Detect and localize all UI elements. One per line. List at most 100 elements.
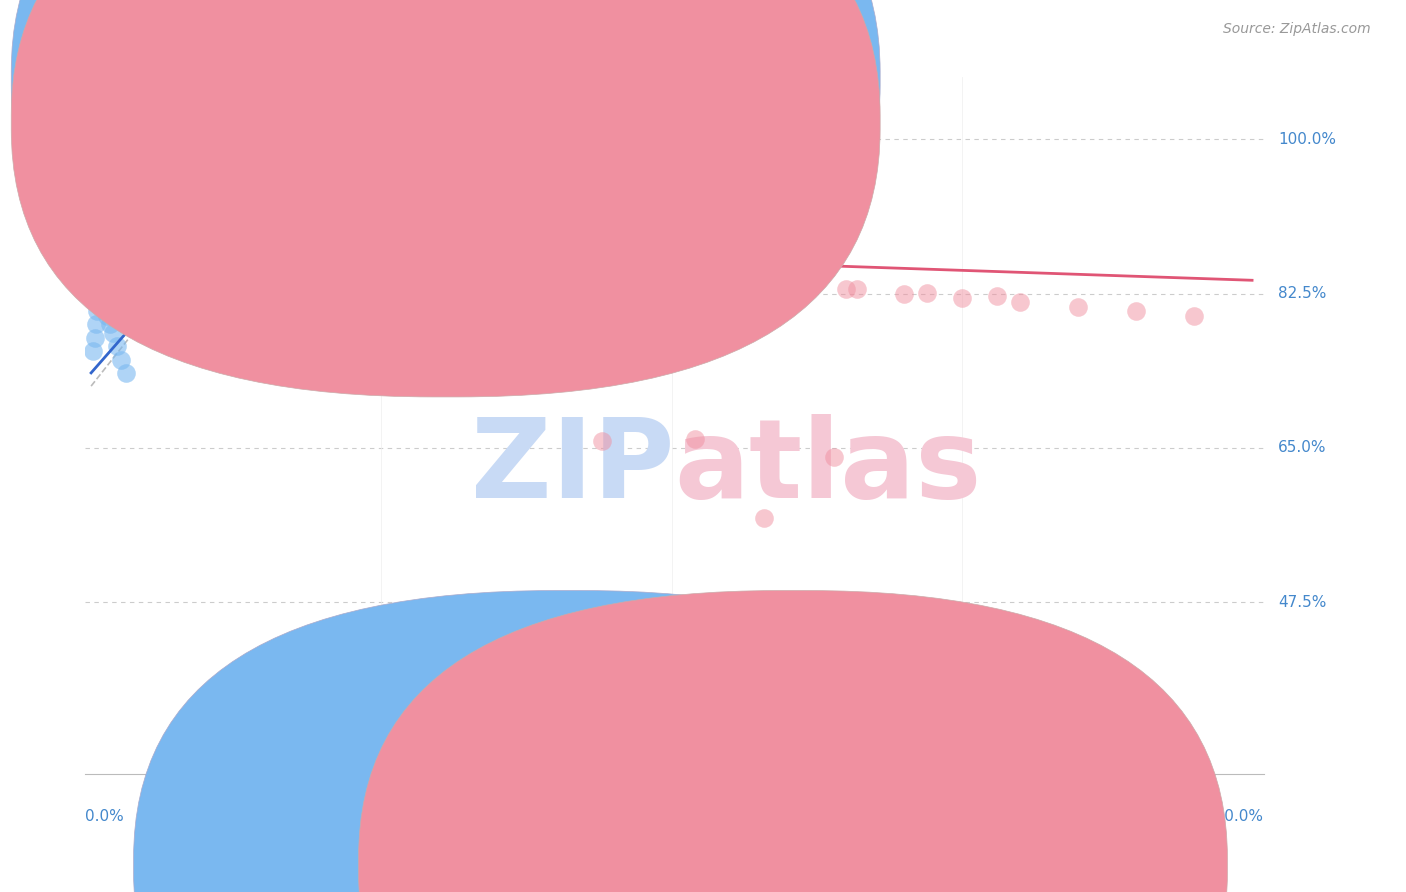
Point bbox=[96, 262, 118, 277]
Point bbox=[87, 247, 110, 261]
Point bbox=[86, 247, 108, 261]
Point bbox=[115, 262, 138, 277]
Point bbox=[707, 275, 730, 289]
Point bbox=[893, 286, 915, 301]
Point bbox=[83, 247, 105, 261]
Point bbox=[429, 251, 451, 265]
Point bbox=[242, 244, 264, 258]
Point bbox=[1008, 295, 1031, 310]
Point bbox=[1125, 304, 1147, 318]
Point bbox=[97, 266, 120, 280]
Point bbox=[96, 309, 118, 323]
Point bbox=[190, 266, 212, 280]
Point bbox=[89, 264, 111, 278]
Text: R =  0.379   N =  36: R = 0.379 N = 36 bbox=[464, 71, 626, 86]
Point bbox=[91, 238, 114, 252]
Point bbox=[91, 247, 114, 261]
Point bbox=[145, 259, 167, 273]
Point bbox=[86, 238, 108, 252]
Point bbox=[82, 251, 104, 265]
Point bbox=[87, 291, 110, 305]
Point bbox=[98, 268, 121, 282]
Point bbox=[82, 229, 104, 244]
Point bbox=[83, 255, 105, 269]
Point bbox=[544, 260, 567, 274]
Point bbox=[90, 245, 112, 260]
Point bbox=[94, 260, 117, 274]
Point bbox=[87, 260, 110, 274]
Point bbox=[176, 264, 198, 278]
Point bbox=[100, 259, 122, 273]
Point bbox=[823, 450, 845, 464]
Point bbox=[89, 242, 111, 256]
Point bbox=[277, 247, 299, 261]
Point bbox=[84, 243, 107, 257]
Point bbox=[568, 268, 591, 282]
Point bbox=[82, 234, 104, 248]
Point bbox=[683, 432, 706, 446]
Point bbox=[89, 251, 111, 265]
Text: Source: ZipAtlas.com: Source: ZipAtlas.com bbox=[1223, 22, 1371, 37]
Point bbox=[112, 260, 135, 275]
Point bbox=[846, 282, 869, 296]
Point bbox=[219, 240, 242, 254]
Text: 0.0%: 0.0% bbox=[86, 809, 124, 824]
Point bbox=[86, 264, 108, 278]
Point bbox=[86, 251, 108, 265]
Point bbox=[87, 225, 110, 239]
Text: 65.0%: 65.0% bbox=[1278, 441, 1326, 455]
Point bbox=[86, 220, 108, 235]
Point bbox=[98, 318, 121, 332]
Point bbox=[84, 234, 107, 248]
Point bbox=[163, 262, 186, 277]
Point bbox=[347, 253, 370, 268]
Point bbox=[89, 227, 111, 241]
Point bbox=[84, 260, 107, 274]
Text: GUAMANIAN/CHAMORRO VS POLISH IN LABOR FORCE | AGE 35-44 CORRELATION CHART: GUAMANIAN/CHAMORRO VS POLISH IN LABOR FO… bbox=[49, 22, 820, 40]
Point bbox=[89, 268, 111, 283]
Point bbox=[776, 277, 799, 292]
Point bbox=[101, 269, 124, 284]
Point bbox=[84, 247, 107, 261]
Point bbox=[522, 683, 544, 698]
Point bbox=[950, 291, 973, 305]
Point bbox=[591, 434, 613, 448]
Point bbox=[105, 339, 128, 353]
Point bbox=[90, 253, 112, 268]
Point bbox=[405, 257, 427, 271]
Point bbox=[82, 225, 104, 239]
Point bbox=[83, 234, 105, 248]
Point bbox=[122, 266, 145, 280]
Point bbox=[153, 260, 176, 275]
Point bbox=[84, 318, 107, 332]
Point bbox=[86, 229, 108, 244]
Point bbox=[127, 268, 149, 282]
Point bbox=[83, 330, 105, 344]
Point bbox=[231, 257, 253, 271]
Point bbox=[266, 259, 288, 273]
Text: 100.0%: 100.0% bbox=[1278, 132, 1336, 146]
Point bbox=[84, 216, 107, 230]
Point bbox=[915, 285, 938, 300]
Point bbox=[370, 243, 392, 257]
Point bbox=[533, 686, 555, 700]
Point bbox=[91, 255, 114, 269]
Point bbox=[90, 236, 112, 251]
Point bbox=[138, 257, 160, 271]
Point bbox=[1182, 309, 1205, 323]
Point bbox=[83, 211, 105, 226]
Point bbox=[96, 264, 118, 278]
Point bbox=[254, 249, 277, 263]
Point bbox=[1067, 300, 1090, 314]
Point bbox=[835, 282, 858, 296]
Point bbox=[986, 289, 1008, 303]
Text: 100.0%: 100.0% bbox=[1206, 809, 1264, 824]
Point bbox=[475, 264, 498, 278]
Point bbox=[82, 243, 104, 257]
Point bbox=[83, 229, 105, 244]
Point bbox=[754, 511, 776, 525]
Point bbox=[718, 273, 741, 287]
Point bbox=[335, 251, 357, 265]
Point bbox=[637, 271, 659, 285]
Point bbox=[82, 216, 104, 230]
